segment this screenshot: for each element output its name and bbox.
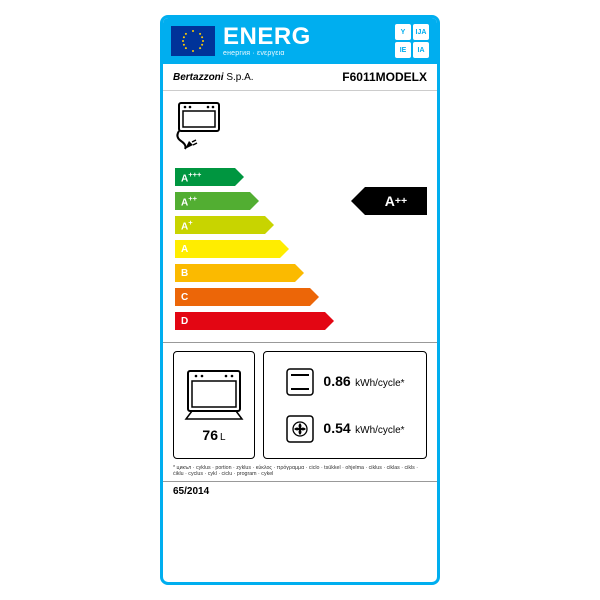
- cycle-footnote: * цикъл · cyklus · portion · zyklus · κύ…: [163, 463, 437, 478]
- efficiency-class-label: C: [181, 292, 188, 303]
- spectrum-row: D: [163, 310, 437, 332]
- efficiency-class-label: A++: [181, 194, 197, 208]
- efficiency-class-label: B: [181, 268, 188, 279]
- spectrum-row: C: [163, 286, 437, 308]
- efficiency-bar: A+: [175, 216, 265, 234]
- efficiency-bar: A++: [175, 192, 250, 210]
- energ-title: ENERG: [223, 25, 387, 49]
- capacity-value: 76L: [202, 427, 225, 443]
- capacity-box: 76L: [173, 351, 255, 459]
- lang-cell: IJA: [413, 24, 429, 40]
- brand-suffix: S.p.A.: [224, 72, 254, 83]
- efficiency-bar: A+++: [175, 168, 235, 186]
- eu-flag-icon: [171, 26, 215, 56]
- product-pictogram: [163, 91, 437, 162]
- efficiency-bar: A: [175, 240, 280, 258]
- efficiency-bar: D: [175, 312, 325, 330]
- consumption-box: 0.86 kWh/cycle* 0.54 kWh/cycle*: [263, 351, 427, 459]
- header-bar: ENERG енергия · ενεργεια Y IJA IE IA: [163, 18, 437, 64]
- energ-title-block: ENERG енергия · ενεργεια: [223, 25, 387, 57]
- specs-row: 76L 0.86 kWh/cycle*: [163, 342, 437, 463]
- efficiency-bar: B: [175, 264, 295, 282]
- efficiency-class-label: D: [181, 316, 188, 327]
- lang-cell: IA: [413, 42, 429, 58]
- fan-heating-icon: [285, 414, 315, 444]
- brand-model-row: Bertazzoni S.p.A. F6011MODELX: [163, 64, 437, 91]
- model-number: F6011MODELX: [342, 70, 427, 84]
- efficiency-class-label: A: [181, 244, 188, 255]
- lang-suffix-grid: Y IJA IE IA: [395, 24, 429, 58]
- efficiency-bar: C: [175, 288, 310, 306]
- oven-plug-icon: [175, 101, 231, 151]
- spectrum-row: A+: [163, 214, 437, 236]
- regulation-number: 65/2014: [163, 481, 437, 503]
- conventional-line: 0.86 kWh/cycle*: [285, 367, 404, 397]
- efficiency-class-label: A+: [181, 218, 193, 232]
- lang-cell: Y: [395, 24, 411, 40]
- energy-label: ENERG енергия · ενεργεια Y IJA IE IA Ber…: [160, 15, 440, 585]
- brand-main: Bertazzoni: [173, 72, 224, 83]
- efficiency-class-label: A+++: [181, 170, 201, 184]
- lang-cell: IE: [395, 42, 411, 58]
- fan-value: 0.54 kWh/cycle*: [323, 420, 404, 438]
- energ-subtitle: енергия · ενεργεια: [223, 50, 387, 57]
- spectrum-row: A+++: [163, 166, 437, 188]
- rating-pointer: A++: [365, 187, 427, 215]
- oven-capacity-icon: [184, 367, 244, 423]
- spectrum-row: A: [163, 238, 437, 260]
- fan-line: 0.54 kWh/cycle*: [285, 414, 404, 444]
- spectrum-row: B: [163, 262, 437, 284]
- efficiency-spectrum: A+++ A++ A+ A B C D A++: [163, 162, 437, 342]
- conventional-value: 0.86 kWh/cycle*: [323, 373, 404, 391]
- conventional-heating-icon: [285, 367, 315, 397]
- brand-name: Bertazzoni S.p.A.: [173, 72, 254, 83]
